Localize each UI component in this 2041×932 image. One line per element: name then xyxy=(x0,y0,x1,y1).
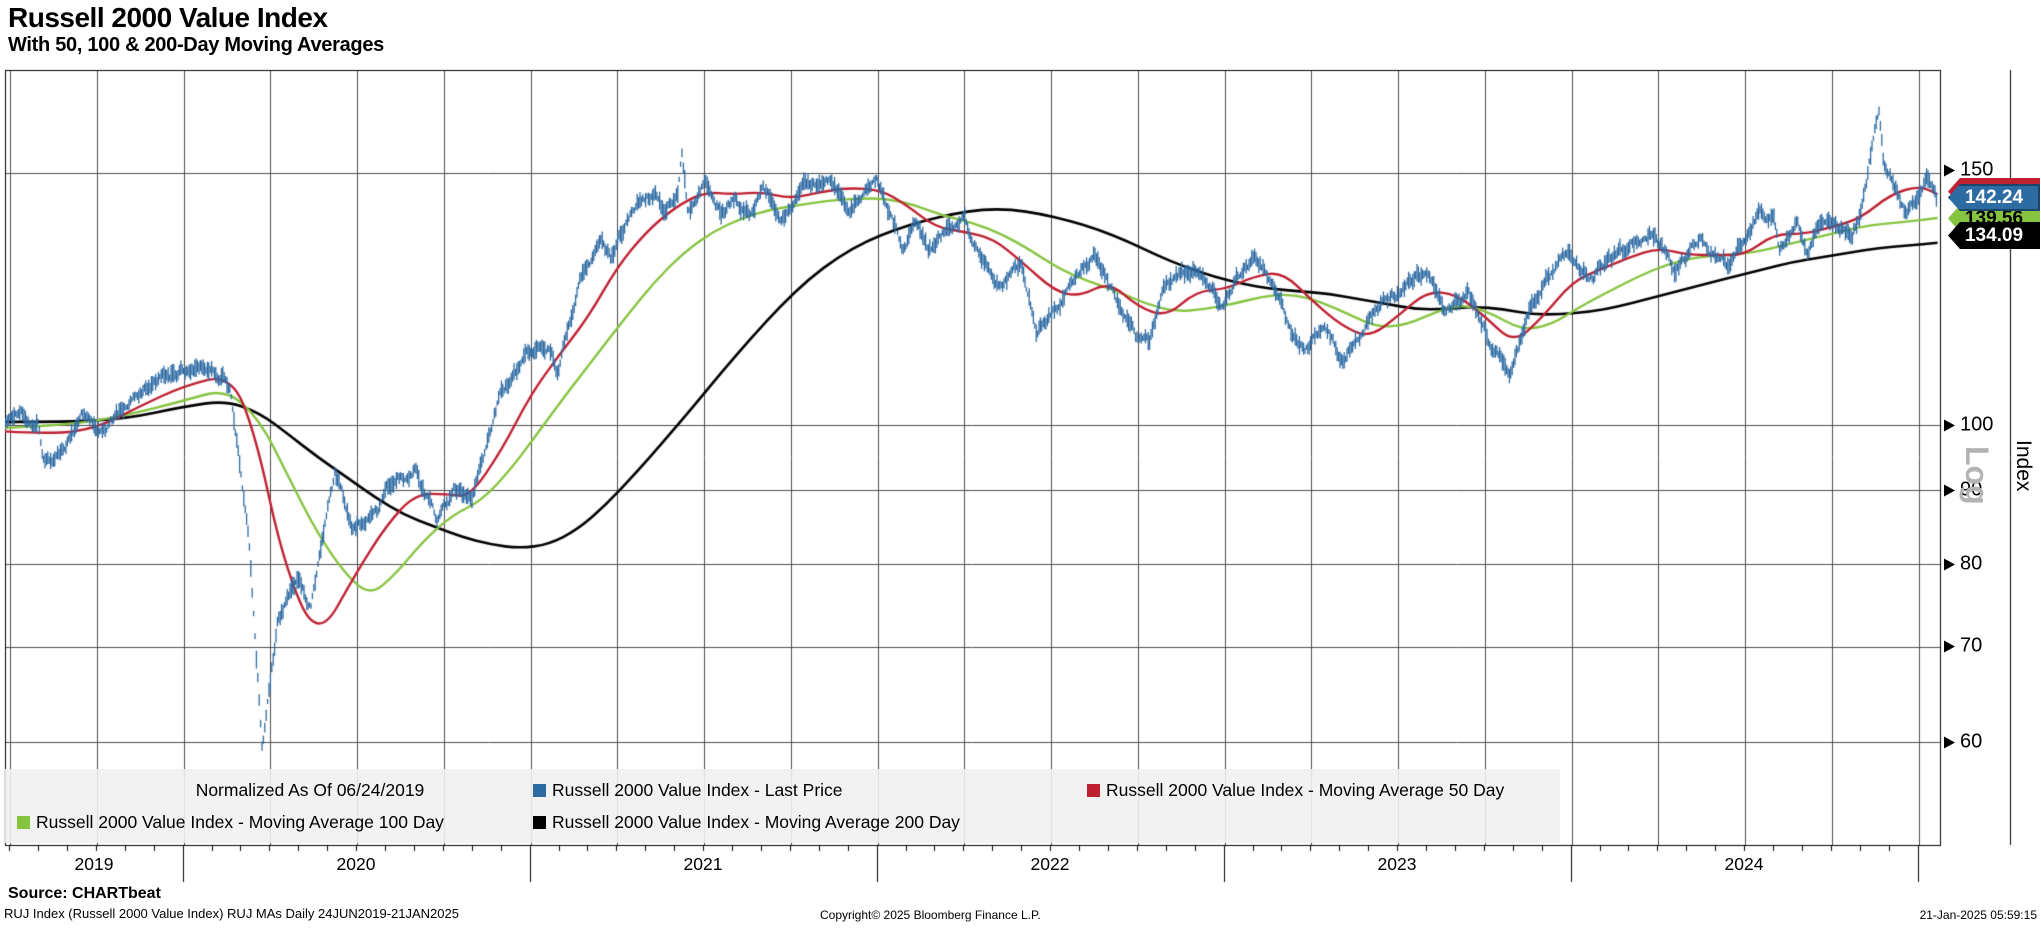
page-title: Russell 2000 Value Index xyxy=(8,2,328,33)
y-tick-150: 150 xyxy=(1944,159,2026,182)
chart-meta-line: RUJ Index (Russell 2000 Value Index) RUJ… xyxy=(4,906,459,921)
legend-note: Normalized As Of 06/24/2019 xyxy=(195,779,425,800)
chart-legend: Normalized As Of 06/24/2019 Russell 2000… xyxy=(5,769,1560,843)
tick-arrow-icon xyxy=(1944,640,1955,652)
y-tick-100: 100 xyxy=(1944,414,2026,437)
price-badge-ma200: 134.09 xyxy=(1948,222,2040,249)
y-tick-70: 70 xyxy=(1944,635,2026,658)
legend-item-ma100: Russell 2000 Value Index - Moving Averag… xyxy=(17,809,444,835)
legend-swatch-ma100-icon xyxy=(17,815,30,829)
legend-swatch-ma50-icon xyxy=(1087,783,1100,797)
x-tick-2020: 2020 xyxy=(336,854,376,874)
x-tick-2024: 2024 xyxy=(1724,854,1764,874)
y-tick-80: 80 xyxy=(1944,553,2026,576)
tick-arrow-icon xyxy=(1944,419,1955,431)
source-label: Source: CHARTbeat xyxy=(8,885,161,902)
tick-arrow-icon xyxy=(1944,736,1955,748)
legend-item-ma50: Russell 2000 Value Index - Moving Averag… xyxy=(1087,777,1504,803)
x-tick-2023: 2023 xyxy=(1377,854,1417,874)
tick-arrow-icon xyxy=(1944,484,1955,496)
legend-item-last-price: Russell 2000 Value Index - Last Price xyxy=(533,777,843,803)
tick-arrow-icon xyxy=(1944,164,1955,176)
y-tick-90: 90 xyxy=(1944,479,2026,502)
timestamp-label: 21-Jan-2025 05:59:15 xyxy=(1919,908,2037,922)
x-tick-2019: 2019 xyxy=(74,854,114,874)
price-badge-last: 142.24 xyxy=(1948,184,2040,211)
x-tick-2022: 2022 xyxy=(1030,854,1070,874)
legend-swatch-last-price-icon xyxy=(533,783,546,797)
tick-arrow-icon xyxy=(1944,558,1955,570)
x-tick-2021: 2021 xyxy=(683,854,723,874)
chart-subtitle: With 50, 100 & 200-Day Moving Averages xyxy=(8,34,384,56)
copyright-label: Copyright© 2025 Bloomberg Finance L.P. xyxy=(820,908,1041,922)
y-tick-60: 60 xyxy=(1944,731,2026,754)
legend-swatch-ma200-icon xyxy=(533,815,546,829)
y-axis-title: Index xyxy=(2012,440,2035,492)
legend-item-ma200: Russell 2000 Value Index - Moving Averag… xyxy=(533,809,960,835)
